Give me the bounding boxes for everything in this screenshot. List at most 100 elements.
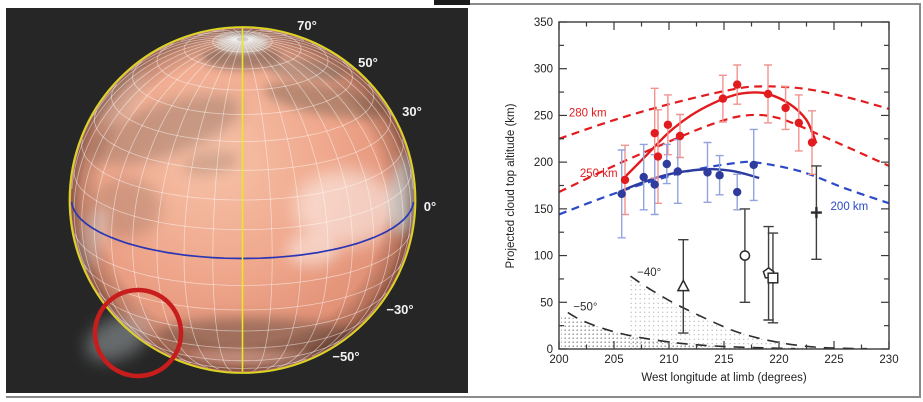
- curve-label: −40°: [637, 267, 661, 279]
- meridian-line: [245, 40, 329, 368]
- cloud-altitude-chart: 280 km 250 km 200 km −40° −50° 200 205 210 215 22…: [505, 17, 899, 384]
- curve: [630, 275, 868, 350]
- cloud-annotation-circle: [92, 287, 184, 379]
- latitude-label: 0°: [424, 199, 436, 214]
- latitude-label: 70°: [297, 18, 317, 33]
- data-point-dot: [733, 187, 742, 197]
- x-tick-label: 230: [879, 354, 898, 366]
- latitude-label: 50°: [358, 55, 378, 70]
- data-point-dot: [639, 172, 648, 182]
- data-point-dot: [650, 128, 659, 138]
- data-point-dot: [749, 160, 758, 170]
- curve-label: 200 km: [831, 201, 869, 213]
- meridian-line: [248, 39, 412, 270]
- meridian-line: [247, 34, 305, 41]
- meridian-line: [180, 34, 238, 41]
- feature-haze-outside-sw: [86, 314, 150, 362]
- meridian-line: [111, 40, 239, 357]
- meridian-line: [247, 40, 392, 345]
- y-tick-label: 100: [534, 251, 553, 263]
- data-point-dot: [718, 94, 728, 103]
- curve: [558, 160, 890, 216]
- frame-border-bottom: [6, 396, 921, 398]
- x-tick-label: 205: [604, 354, 623, 366]
- data-point-circle: [739, 250, 751, 261]
- data-point-dot: [673, 167, 682, 176]
- meridian-line: [130, 37, 237, 71]
- meridian-line: [159, 36, 238, 51]
- data-point-dot: [650, 180, 659, 189]
- mars-globe: 70° 50° 30° 0° −30° −50°: [68, 18, 436, 379]
- latitude-label: −30°: [386, 302, 413, 317]
- x-tick-label: 220: [769, 354, 788, 366]
- y-tick-label: 200: [534, 157, 553, 169]
- meridian-line: [93, 38, 237, 116]
- meridian-line: [244, 41, 302, 370]
- data-point-dot: [675, 131, 685, 141]
- y-tick-label: 350: [534, 17, 553, 29]
- meridian-line: [71, 39, 237, 189]
- y-tick-label: 150: [534, 204, 553, 216]
- data-point-dot: [763, 89, 773, 99]
- data-point-dot: [617, 189, 626, 199]
- x-tick-label: 215: [714, 354, 733, 366]
- meridian-line: [247, 36, 326, 51]
- data-point-triangle: [676, 278, 690, 292]
- meridian-line: [156, 40, 240, 368]
- meridian-line: [222, 29, 241, 38]
- axis-ticks: [558, 21, 890, 350]
- meridian-line: [245, 31, 272, 38]
- x-tick-label: 200: [549, 354, 568, 366]
- curve: [558, 113, 890, 194]
- data-point-dot: [620, 175, 630, 185]
- plot-frame: [558, 21, 890, 350]
- data-point-dot: [663, 120, 673, 129]
- meridian-line: [246, 40, 374, 357]
- data-point-dot: [733, 80, 742, 89]
- shaded-region: [561, 315, 719, 349]
- meridian-line: [183, 41, 241, 370]
- y-tick-label: 300: [534, 64, 553, 76]
- y-tick-label: 0: [547, 344, 553, 356]
- data-point-dot: [715, 171, 724, 180]
- y-tick-label: 250: [534, 110, 553, 122]
- latitude-label: 30°: [402, 104, 422, 119]
- meridian-line: [132, 40, 239, 364]
- curve-label: −50°: [573, 302, 597, 314]
- latitude-label: −50°: [332, 349, 359, 364]
- meridian-line: [213, 31, 240, 38]
- shaded-region: [628, 276, 818, 349]
- data-point-plus: [810, 207, 822, 219]
- data-point-dot: [807, 138, 817, 147]
- data-point-dot: [781, 103, 790, 113]
- meridian-line: [244, 29, 263, 38]
- meridian-line: [73, 39, 237, 270]
- data-point-square: [767, 272, 779, 284]
- data-point-dot: [703, 168, 712, 177]
- meridian-line: [246, 40, 353, 364]
- data-point-dot: [653, 152, 663, 161]
- meridian-line: [248, 37, 355, 71]
- meridian-line: [248, 39, 404, 319]
- x-axis-title: West longitude at limb (degrees): [641, 372, 807, 384]
- data-point-dot: [662, 159, 671, 169]
- mars-globe-panel: 70° 50° 30° 0° −30° −50°: [6, 8, 468, 393]
- y-tick-label: 50: [540, 297, 553, 309]
- curve-label: 280 km: [569, 107, 607, 119]
- meridian-line: [248, 38, 392, 116]
- cloud-altitude-chart-panel: 280 km 250 km 200 km −40° −50° 200 205 210 215 22…: [468, 5, 920, 397]
- curve: [567, 311, 796, 350]
- frame-border-right: [919, 3, 921, 398]
- curve: [558, 85, 890, 140]
- x-tick-label: 210: [659, 354, 678, 366]
- x-tick-label: 225: [824, 354, 843, 366]
- curve: [623, 91, 818, 179]
- meridian-line: [93, 40, 238, 345]
- curve: [622, 167, 760, 192]
- curve-label: 250 km: [580, 168, 618, 180]
- data-point-dot: [794, 118, 803, 128]
- frame-border-top: [434, 3, 921, 5]
- meridian-line: [81, 39, 237, 319]
- limb-circle: [68, 26, 417, 374]
